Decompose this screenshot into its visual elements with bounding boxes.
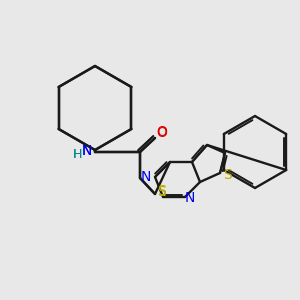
Text: N: N bbox=[82, 144, 92, 158]
Text: N: N bbox=[141, 170, 151, 184]
Text: S: S bbox=[224, 168, 232, 182]
Text: O: O bbox=[157, 126, 167, 140]
Text: S: S bbox=[158, 184, 166, 198]
Text: H: H bbox=[72, 148, 82, 160]
Text: N: N bbox=[185, 191, 195, 205]
Text: N: N bbox=[82, 144, 92, 158]
Text: S: S bbox=[158, 185, 166, 199]
Text: H: H bbox=[72, 148, 82, 160]
Text: O: O bbox=[157, 125, 167, 139]
